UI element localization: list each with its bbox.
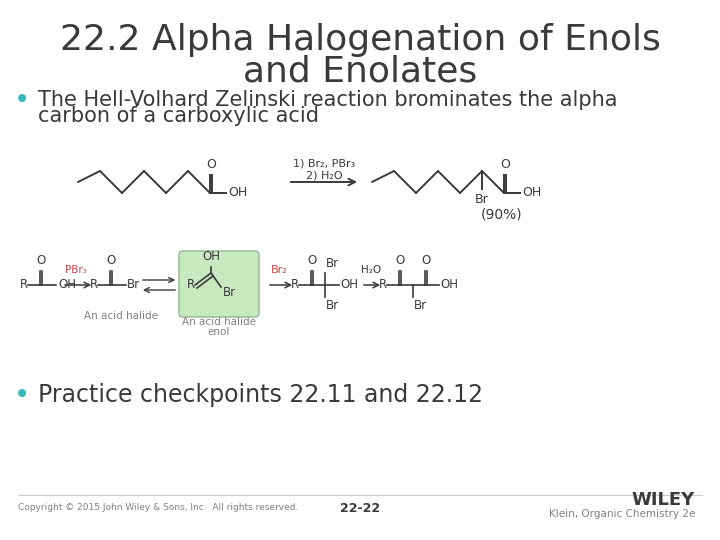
Text: Br: Br: [127, 279, 140, 292]
Text: OH: OH: [58, 279, 76, 292]
Text: O: O: [395, 254, 405, 267]
Text: Copyright © 2015 John Wiley & Sons, Inc.  All rights reserved.: Copyright © 2015 John Wiley & Sons, Inc.…: [18, 503, 298, 512]
Text: OH: OH: [228, 186, 247, 199]
Text: Br₂: Br₂: [271, 265, 287, 275]
Text: H₂O: H₂O: [361, 265, 381, 275]
Text: O: O: [206, 158, 216, 171]
Text: WILEY: WILEY: [631, 491, 695, 509]
Text: Practice checkpoints 22.11 and 22.12: Practice checkpoints 22.11 and 22.12: [38, 383, 483, 407]
Text: R: R: [187, 279, 195, 292]
FancyBboxPatch shape: [179, 251, 259, 317]
Text: The Hell-Volhard Zelinski reaction brominates the alpha: The Hell-Volhard Zelinski reaction bromi…: [38, 90, 618, 110]
Text: Br: Br: [326, 299, 339, 312]
Text: PBr₃: PBr₃: [65, 265, 87, 275]
Text: Klein, Organic Chemistry 2e: Klein, Organic Chemistry 2e: [549, 509, 695, 519]
Text: An acid halide: An acid halide: [182, 317, 256, 327]
Text: 2) H₂O: 2) H₂O: [306, 170, 342, 180]
Text: 1) Br₂, PBr₃: 1) Br₂, PBr₃: [293, 159, 355, 169]
Text: O: O: [37, 254, 45, 267]
Text: 22-22: 22-22: [340, 502, 380, 515]
Text: •: •: [14, 86, 30, 114]
Text: R: R: [291, 279, 299, 292]
Text: R: R: [20, 279, 28, 292]
Text: O: O: [421, 254, 431, 267]
Text: (90%): (90%): [481, 207, 523, 221]
Text: O: O: [307, 254, 317, 267]
Text: R: R: [379, 279, 387, 292]
Text: and Enolates: and Enolates: [243, 55, 477, 89]
Text: OH: OH: [340, 279, 358, 292]
Text: O: O: [500, 158, 510, 171]
Text: enol: enol: [208, 327, 230, 337]
Text: OH: OH: [202, 250, 220, 263]
Text: Br: Br: [475, 193, 489, 206]
Text: Br: Br: [326, 257, 339, 270]
Text: An acid halide: An acid halide: [84, 311, 158, 321]
Text: R: R: [90, 279, 98, 292]
Text: carbon of a carboxylic acid: carbon of a carboxylic acid: [38, 106, 319, 126]
Text: •: •: [14, 381, 30, 409]
Text: OH: OH: [440, 279, 458, 292]
Text: OH: OH: [522, 186, 541, 199]
Text: 22.2 Alpha Halogenation of Enols: 22.2 Alpha Halogenation of Enols: [60, 23, 660, 57]
Text: O: O: [107, 254, 116, 267]
Text: Br: Br: [414, 299, 427, 312]
Text: Br: Br: [223, 287, 236, 300]
